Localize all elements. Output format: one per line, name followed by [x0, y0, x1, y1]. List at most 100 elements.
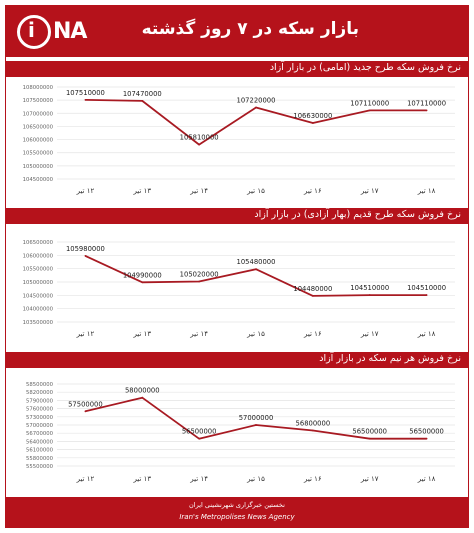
data-point: [425, 109, 428, 112]
data-label: 104480000: [293, 285, 332, 293]
y-tick-label: 106500000: [23, 124, 54, 130]
data-label: 104510000: [350, 284, 389, 292]
chart-1-title: نرخ فروش سکه طرح جدید (امامی) در بازار آ…: [269, 62, 461, 73]
data-point: [368, 109, 371, 112]
chart-2-title: نرخ فروش سکه طرح قدیم (بهار آزادی) در با…: [254, 209, 461, 220]
y-tick-label: 104500000: [23, 293, 54, 299]
data-label: 104990000: [123, 271, 162, 279]
chart-1-title-bar: نرخ فروش سکه طرح جدید (امامی) در بازار آ…: [5, 61, 469, 77]
y-tick-label: 58500000: [26, 382, 54, 388]
x-tick-label: ۱۲ تیر: [76, 187, 95, 195]
y-tick-label: 56400000: [26, 439, 54, 445]
x-tick-label: ۱۲ تیر: [76, 475, 95, 483]
x-tick-label: ۱۵ تیر: [246, 330, 265, 338]
data-point: [425, 294, 428, 296]
y-tick-label: 55500000: [26, 464, 54, 470]
data-label: 56500000: [352, 428, 387, 436]
x-tick-label: ۱۷ تیر: [360, 475, 379, 483]
logo-text: NA: [53, 19, 87, 44]
y-tick-label: 104500000: [23, 177, 54, 183]
x-tick-label: ۱۶ تیر: [303, 330, 322, 338]
data-point: [198, 280, 201, 283]
y-tick-label: 106000000: [23, 138, 54, 144]
chart-1: 104500000 105000000 105500000 106000000 1065…: [23, 85, 455, 195]
data-point: [84, 98, 87, 101]
x-tick-label: ۱۶ تیر: [303, 187, 322, 195]
x-tick-label: ۱۵ تیر: [246, 187, 265, 195]
y-tick-label: 57000000: [26, 423, 54, 429]
y-tick-label: 106000000: [23, 253, 54, 259]
data-label: 107220000: [237, 97, 276, 105]
data-label: 105980000: [66, 245, 105, 253]
chart-3: 55500000 55800000 56100000 56400000 56700000…: [26, 382, 455, 483]
data-label: 107470000: [123, 90, 162, 98]
y-tick-label: 57600000: [26, 407, 54, 413]
x-tick-label: ۱۸ تیر: [417, 330, 436, 338]
data-label: 56800000: [296, 419, 331, 427]
data-label: 107110000: [350, 99, 389, 107]
header-banner: i NA بازار سکه در ۷ روز گذشته: [5, 5, 469, 57]
page-title: بازار سکه در ۷ روز گذشته: [141, 19, 359, 39]
chart-3-title: نرخ فروش هر نیم سکه در بازار آزاد: [319, 353, 461, 364]
x-tick-label: ۱۲ تیر: [76, 330, 95, 338]
x-tick-label: ۱۴ تیر: [189, 330, 208, 338]
data-label: 104510000: [407, 284, 446, 292]
y-tick-label: 57900000: [26, 398, 54, 404]
x-tick-label: ۱۵ تیر: [246, 475, 265, 483]
data-point: [311, 122, 314, 124]
footer-agency-name: Iran's Metropolises News Agency: [179, 513, 295, 521]
y-tick-label: 105000000: [23, 164, 54, 170]
data-point: [255, 424, 257, 426]
chart-2: 103500000 104000000 104500000 105000000 1055…: [23, 240, 455, 338]
data-label: 107110000: [407, 99, 446, 107]
data-point: [255, 268, 257, 271]
data-label: 56500000: [409, 428, 444, 436]
data-label: 105480000: [237, 258, 276, 266]
data-point: [311, 429, 314, 432]
footer-tagline: نخستین خبرگزاری شهرنشینی ایران: [189, 501, 285, 509]
y-tick-label: 107500000: [23, 98, 54, 104]
y-tick-label: 103500000: [23, 320, 54, 326]
chart-3-title-bar: نرخ فروش هر نیم سکه در بازار آزاد: [5, 352, 469, 368]
data-point: [198, 143, 201, 146]
data-label: 107510000: [66, 89, 105, 97]
chart-2-title-bar: نرخ فروش سکه طرح قدیم (بهار آزادی) در با…: [5, 208, 469, 224]
y-tick-label: 58200000: [26, 390, 54, 396]
y-tick-label: 105000000: [23, 280, 54, 286]
x-tick-label: ۱۳ تیر: [132, 475, 151, 483]
infographic-frame: [5, 5, 469, 528]
data-point: [368, 437, 371, 440]
data-point: [141, 396, 144, 399]
data-label: 57500000: [68, 400, 103, 408]
data-point: [425, 437, 428, 440]
y-tick-label: 105500000: [23, 151, 54, 157]
y-tick-label: 56700000: [26, 431, 54, 437]
x-tick-label: ۱۳ تیر: [132, 330, 151, 338]
data-point: [255, 106, 257, 109]
x-tick-label: ۱۴ تیر: [189, 475, 208, 483]
imna-logo: i NA: [17, 15, 112, 49]
x-tick-label: ۱۸ تیر: [417, 187, 436, 195]
logo-circle-icon: [17, 15, 51, 49]
y-tick-label: 55800000: [26, 456, 54, 462]
x-tick-label: ۱۸ تیر: [417, 475, 436, 483]
y-tick-label: 57300000: [26, 415, 54, 421]
data-point: [198, 437, 201, 440]
y-tick-label: 107000000: [23, 111, 54, 117]
data-label: 106630000: [293, 112, 332, 120]
x-tick-label: ۱۳ تیر: [132, 187, 151, 195]
data-label: 105810000: [180, 134, 219, 142]
y-tick-label: 108000000: [23, 85, 54, 91]
logo-letter: i: [28, 18, 35, 42]
data-point: [311, 294, 314, 297]
data-point: [84, 410, 87, 413]
y-tick-label: 104000000: [23, 307, 54, 313]
footer-banner: نخستین خبرگزاری شهرنشینی ایران Iran's Me…: [5, 497, 469, 528]
data-label: 105020000: [180, 270, 219, 278]
x-tick-label: ۱۷ تیر: [360, 330, 379, 338]
y-tick-label: 56100000: [26, 448, 54, 454]
data-label: 57000000: [239, 414, 274, 422]
data-point: [368, 294, 371, 296]
data-point: [84, 254, 87, 257]
y-tick-label: 105500000: [23, 267, 54, 273]
